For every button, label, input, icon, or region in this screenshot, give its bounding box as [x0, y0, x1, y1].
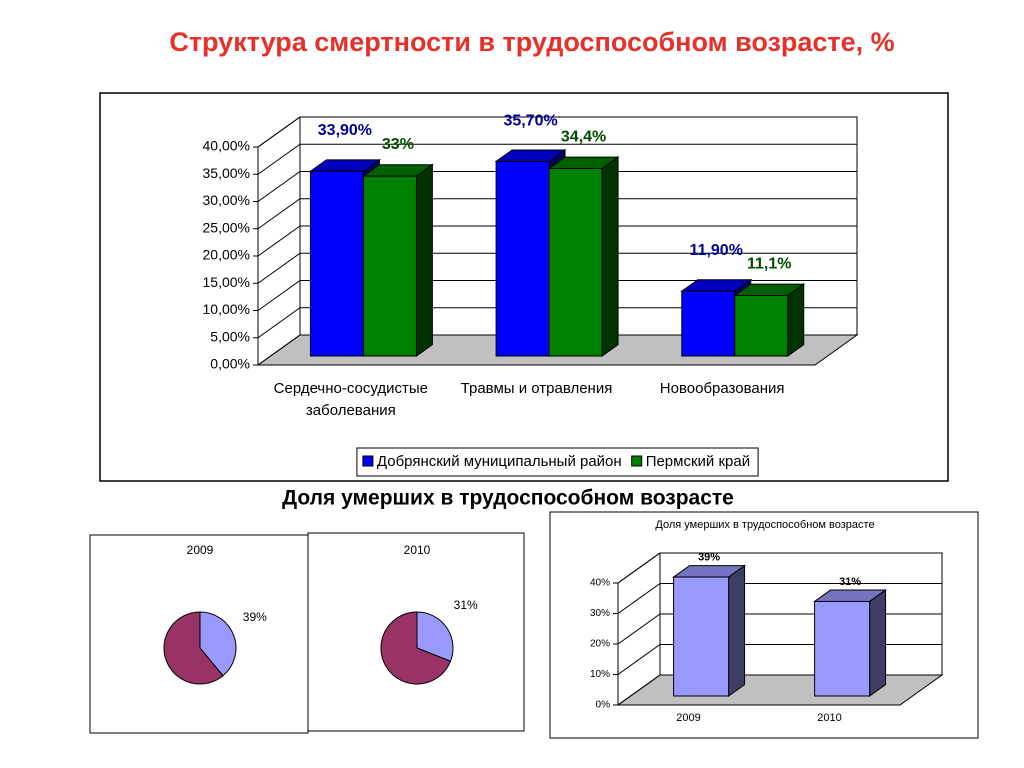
data-label: 39% — [243, 610, 267, 624]
x-tick-label: 2010 — [817, 712, 842, 724]
data-label: 39% — [698, 552, 720, 564]
y-tick-label: 40% — [590, 578, 610, 589]
data-label: 34,4% — [561, 128, 606, 145]
x-tick-label-box: 2009 — [676, 712, 701, 724]
pie-slice — [416, 611, 454, 662]
data-label: 33,90% — [318, 122, 372, 139]
y-tick-label: 30,00% — [203, 192, 250, 208]
x-tick-label-box: Сердечно-сосудистые заболевания — [273, 380, 428, 419]
y-tick-label: 0% — [596, 700, 611, 711]
chart-title: 2009 — [187, 543, 214, 557]
chart-title: 2010 — [404, 543, 431, 557]
grid-line — [257, 198, 857, 230]
bar — [734, 295, 789, 357]
data-label: 33% — [382, 136, 414, 153]
section-title: Доля умерших в трудоспособном возрасте — [282, 487, 734, 510]
data-label: 11,1% — [747, 255, 791, 272]
pie-slice — [380, 611, 452, 685]
bar — [548, 168, 603, 357]
pie-slice — [163, 611, 224, 685]
chart-frame — [99, 92, 949, 482]
pie-slice — [199, 611, 237, 677]
grid-line — [257, 171, 857, 202]
bar-side — [601, 156, 619, 357]
data-label: 35,70% — [503, 112, 557, 129]
legend: Добрянский муниципальный район Пермский к… — [356, 447, 759, 477]
x-tick-label: Травмы и отравления — [460, 380, 613, 397]
y-tick-label: 25,00% — [203, 219, 250, 235]
y-tick-label: 15,00% — [203, 274, 250, 290]
bar — [814, 600, 871, 697]
x-tick-label: 2009 — [676, 712, 701, 724]
chart-frame — [307, 532, 525, 732]
bar-side — [728, 564, 746, 697]
bar-side — [869, 589, 887, 697]
chart-frame — [549, 511, 979, 739]
bar-side — [787, 283, 805, 357]
grid-line — [257, 307, 857, 339]
data-label: 11,90% — [690, 242, 743, 259]
y-tick-label: 0,00% — [210, 356, 250, 372]
bar-side — [415, 163, 433, 357]
grid-line — [617, 583, 942, 614]
bar — [673, 576, 730, 697]
slide-title: Структура смертности в трудоспособном во… — [169, 27, 894, 57]
grid-line — [617, 613, 942, 645]
grid-line — [257, 252, 857, 284]
x-tick-label: Сердечно-сосудистые заболевания — [273, 380, 428, 419]
legend-box — [356, 447, 759, 477]
bar — [681, 290, 736, 357]
y-tick-label: 10,00% — [203, 301, 250, 317]
y-tick-label: 35,00% — [203, 165, 250, 181]
x-tick-label-box: Травмы и отравления — [460, 380, 613, 397]
x-tick-label-box: 2010 — [817, 712, 842, 724]
y-tick-label: 20,00% — [203, 247, 250, 263]
y-tick-label: 30% — [590, 608, 610, 619]
y-tick-label: 40,00% — [203, 138, 250, 154]
x-tick-label: Новообразования — [659, 380, 785, 397]
legend-label: Пермский край — [646, 453, 750, 470]
floor — [616, 674, 944, 706]
chart-title: Доля умерших в трудоспособном возрасте — [655, 519, 874, 531]
grid-line — [257, 225, 857, 257]
bar — [362, 175, 417, 357]
grid-line — [257, 334, 857, 366]
grid-line — [257, 280, 857, 311]
grid-line — [617, 552, 942, 584]
data-label: 31% — [839, 576, 861, 588]
y-tick-label: 5,00% — [210, 328, 250, 344]
x-tick-label-box: Новообразования — [659, 380, 785, 397]
grid-line — [617, 644, 942, 675]
grid-line — [257, 143, 857, 175]
legend-swatch — [631, 455, 643, 467]
grid-line — [257, 116, 857, 148]
legend-swatch — [362, 455, 374, 467]
bar — [309, 170, 364, 357]
legend-label: Добрянский муниципальный район — [377, 453, 622, 470]
y-tick-label: 20% — [590, 639, 610, 650]
y-tick-label: 10% — [590, 669, 610, 680]
data-label: 31% — [454, 598, 478, 612]
bar — [495, 160, 550, 357]
